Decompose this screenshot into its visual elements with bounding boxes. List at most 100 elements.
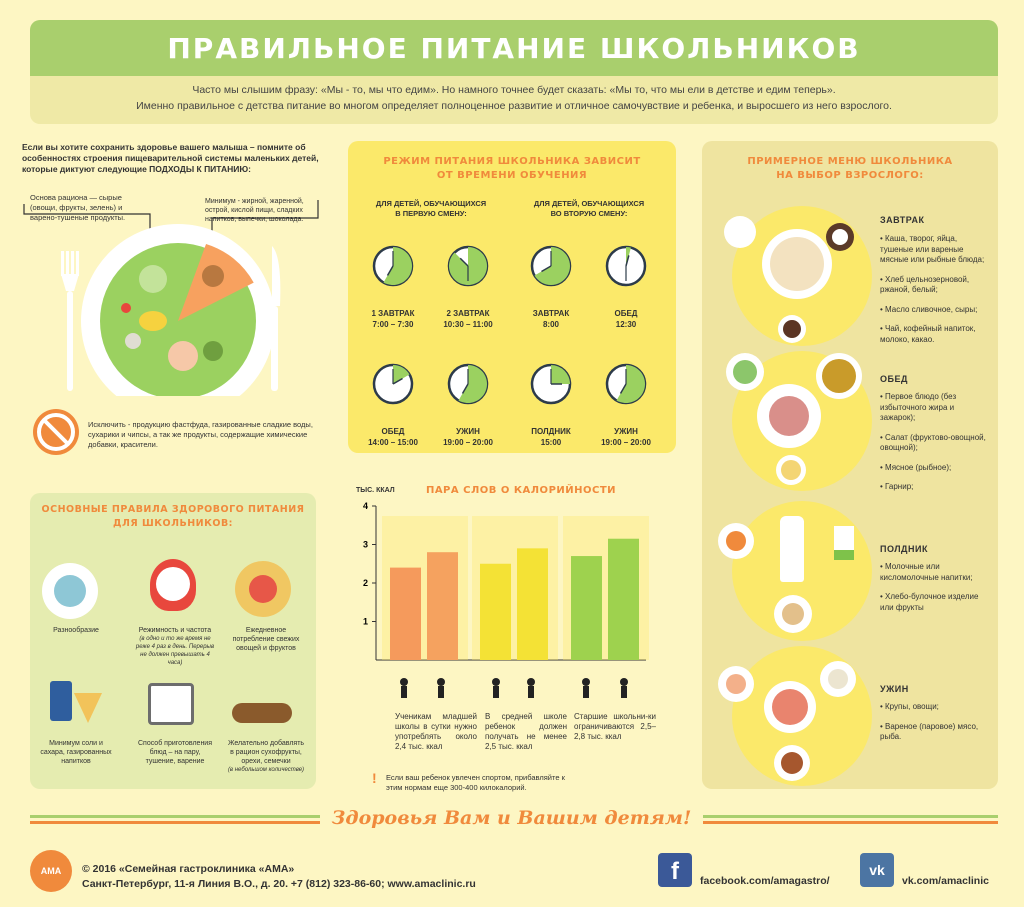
egg-pan-icon bbox=[826, 223, 854, 251]
meal-label: УЖИН 19:00 – 20:00 bbox=[586, 426, 666, 448]
menu-title: ПРИМЕРНОЕ МЕНЮ ШКОЛЬНИКА НА ВЫБОР ВЗРОСЛ… bbox=[702, 155, 998, 183]
header-panel: ПРАВИЛЬНОЕ ПИТАНИЕ ШКОЛЬНИКОВ Часто мы с… bbox=[30, 20, 998, 124]
address[interactable]: Санкт-Петербург, 11-я Линия В.О., д. 20.… bbox=[82, 878, 476, 890]
page-title: ПРАВИЛЬНОЕ ПИТАНИЕ ШКОЛЬНИКОВ bbox=[167, 31, 861, 65]
second-shift-heading: ДЛЯ ДЕТЕЙ, ОБУЧАЮЩИХСЯ ВО ВТОРУЮ СМЕНУ: bbox=[524, 199, 654, 219]
clock-icon bbox=[372, 363, 414, 405]
meal-label: ЗАВТРАК 8:00 bbox=[511, 308, 591, 330]
menu-item: • Вареное (паровое) мясо, рыба. bbox=[880, 721, 979, 742]
porridge-icon bbox=[820, 661, 856, 697]
crossed-out-sign bbox=[37, 413, 75, 451]
chart-y-tick-label: 3 bbox=[363, 540, 368, 550]
clock-icon bbox=[447, 363, 489, 405]
meal-name: УЖИН bbox=[614, 427, 638, 436]
menu-item: • Крупы, овощи; bbox=[880, 702, 939, 711]
copyright: © 2016 «Семейная гастроклиника «АМА» bbox=[82, 863, 295, 875]
rule-label-6: Желательно добавлять в рацион сухофрукты… bbox=[227, 740, 305, 765]
milk-bottle-icon bbox=[780, 516, 804, 582]
plate-right-note: Минимум - жирной, жаренной, острой, кисл… bbox=[205, 198, 304, 223]
meal-name: 1 ЗАВТРАК bbox=[371, 309, 415, 318]
slogan-line-right bbox=[703, 815, 998, 818]
clock-icon bbox=[447, 245, 489, 287]
footer: АМА © 2016 «Семейная гастроклиника «АМА»… bbox=[0, 845, 1024, 907]
rule-note-6: (в небольшом количестве) bbox=[227, 767, 305, 773]
person-body-icon bbox=[621, 686, 627, 698]
meal-name: УЖИН bbox=[456, 427, 480, 436]
slogan-line-right-2 bbox=[703, 821, 998, 824]
rule-label-1: Разнообразие bbox=[53, 627, 99, 634]
menu-item: • Каша, творог, яйца, тушеные или варены… bbox=[880, 234, 985, 264]
menu-item: • Хлебо-булочное изделие или фрукты bbox=[880, 592, 979, 612]
exclude-note: Исключить - продукцию фастфуда, газирова… bbox=[88, 420, 313, 449]
schedule-title: РЕЖИМ ПИТАНИЯ ШКОЛЬНИКА ЗАВИСИТ ОТ ВРЕМЕ… bbox=[348, 155, 676, 183]
meal-label: ПОЛДНИК 15:00 bbox=[511, 426, 591, 448]
rule-note-2: (в одно и то же время не реже 4 раз в де… bbox=[135, 636, 215, 666]
slogan-band: Здоровья Вам и Вашим детям! bbox=[0, 805, 1024, 845]
menu-section-lunch: ОБЕД bbox=[880, 374, 908, 384]
menu-item: • Мясное (рыбное); bbox=[880, 462, 952, 472]
menu-item: • Чай, кофейный напиток, молоко, какао. bbox=[880, 324, 976, 344]
meal-time: 10:30 – 11:00 bbox=[443, 320, 493, 329]
first-shift-line-2: В ПЕРВУЮ СМЕНУ: bbox=[395, 209, 467, 218]
meal-label: 2 ЗАВТРАК 10:30 – 11:00 bbox=[428, 308, 508, 330]
dinner-plate-icon bbox=[764, 681, 816, 733]
facebook-link[interactable]: facebook.com/amagastro/ bbox=[700, 875, 830, 887]
stew-icon bbox=[774, 745, 810, 781]
menu-item: • Масло сливочное, сыры; bbox=[880, 304, 978, 314]
fork-icon bbox=[61, 251, 79, 391]
menu-item: • Салат (фруктово-овощной, овощной); bbox=[880, 432, 986, 453]
meal-label: ОБЕД 14:00 – 15:00 bbox=[353, 426, 433, 448]
slogan-line-left-2 bbox=[30, 821, 320, 824]
chart-note-2: В средней школе ребенок должен получать … bbox=[485, 712, 567, 751]
vk-link[interactable]: vk.com/amaclinic bbox=[902, 875, 989, 887]
soup-bowl-icon bbox=[816, 353, 862, 399]
person-icon bbox=[400, 678, 408, 686]
person-icon bbox=[527, 678, 535, 686]
schedule-title-line-1: РЕЖИМ ПИТАНИЯ ШКОЛЬНИКА ЗАВИСИТ bbox=[383, 156, 641, 167]
plate-left-note: Основа рациона — сырые (овощи, фрукты, з… bbox=[30, 193, 126, 222]
porridge-bowl-icon bbox=[762, 229, 832, 299]
chart-y-tick-label: 1 bbox=[363, 617, 368, 627]
chart-y-tick-label: 4 bbox=[363, 501, 368, 511]
no-fastfood-icon bbox=[33, 409, 79, 455]
menu-dinner-list: • Крупы, овощи; • Вареное (паровое) мясо… bbox=[880, 702, 990, 752]
garnish-icon bbox=[776, 455, 806, 485]
calorie-chart: 1 2 3 4 bbox=[363, 501, 649, 698]
chart-note-1: Ученикам младшей школы в сутки нужно упо… bbox=[395, 712, 477, 751]
menu-item: • Молочные или кисломолочные напитки; bbox=[880, 562, 973, 582]
menu-lunch-list: • Первое блюдо (без избыточного жира и з… bbox=[880, 392, 990, 502]
meal-time: 12:30 bbox=[615, 320, 637, 329]
clock-icon bbox=[530, 363, 572, 405]
menu-item: • Гарнир; bbox=[880, 482, 914, 491]
menu-breakfast-list: • Каша, творог, яйца, тушеные или варены… bbox=[880, 234, 990, 354]
second-shift-line-1: ДЛЯ ДЕТЕЙ, ОБУЧАЮЩИХСЯ bbox=[533, 199, 645, 208]
vk-icon[interactable]: vk bbox=[860, 853, 894, 887]
person-icon bbox=[437, 678, 445, 686]
fruit-plate-icon bbox=[718, 523, 754, 559]
meal-name: ПОЛДНИК bbox=[531, 427, 571, 436]
slogan-text: Здоровья Вам и Вашим детям! bbox=[331, 807, 692, 829]
rules-panel: ОСНОВНЫЕ ПРАВИЛА ЗДОРОВОГО ПИТАНИЯ ДЛЯ Ш… bbox=[30, 493, 316, 789]
menu-title-line-2: НА ВЫБОР ВЗРОСЛОГО: bbox=[776, 170, 924, 181]
rules-title-line-2: ДЛЯ ШКОЛЬНИКОВ: bbox=[113, 518, 233, 529]
menu-item: • Первое блюдо (без избыточного жира и з… bbox=[880, 392, 957, 422]
meal-time: 8:00 bbox=[542, 320, 559, 329]
meal-name: ОБЕД bbox=[381, 427, 405, 436]
meal-label: УЖИН 19:00 – 20:00 bbox=[428, 426, 508, 448]
menu-item: • Хлеб цельнозерновой, ржаной, белый; bbox=[880, 274, 970, 295]
facebook-icon[interactable]: f bbox=[658, 853, 692, 887]
milk-carton-icon bbox=[834, 526, 854, 560]
person-body-icon bbox=[401, 686, 407, 698]
vegetables-icon bbox=[235, 561, 291, 617]
chart-bar bbox=[571, 556, 602, 660]
chart-title: ПАРА СЛОВ О КАЛОРИЙНОСТИ bbox=[425, 485, 617, 496]
fish-plate-icon bbox=[718, 666, 754, 702]
sport-mark: ! bbox=[372, 770, 377, 786]
chart-bar bbox=[427, 552, 458, 660]
rules-title-line-1: ОСНОВНЫЕ ПРАВИЛА ЗДОРОВОГО ПИТАНИЯ bbox=[41, 504, 305, 515]
salad-icon bbox=[726, 353, 764, 391]
clock-icon bbox=[605, 363, 647, 405]
schedule-title-line-2: ОТ ВРЕМЕНИ ОБУЧЕНИЯ bbox=[436, 170, 588, 181]
variety-icon bbox=[42, 563, 98, 619]
person-body-icon bbox=[493, 686, 499, 698]
